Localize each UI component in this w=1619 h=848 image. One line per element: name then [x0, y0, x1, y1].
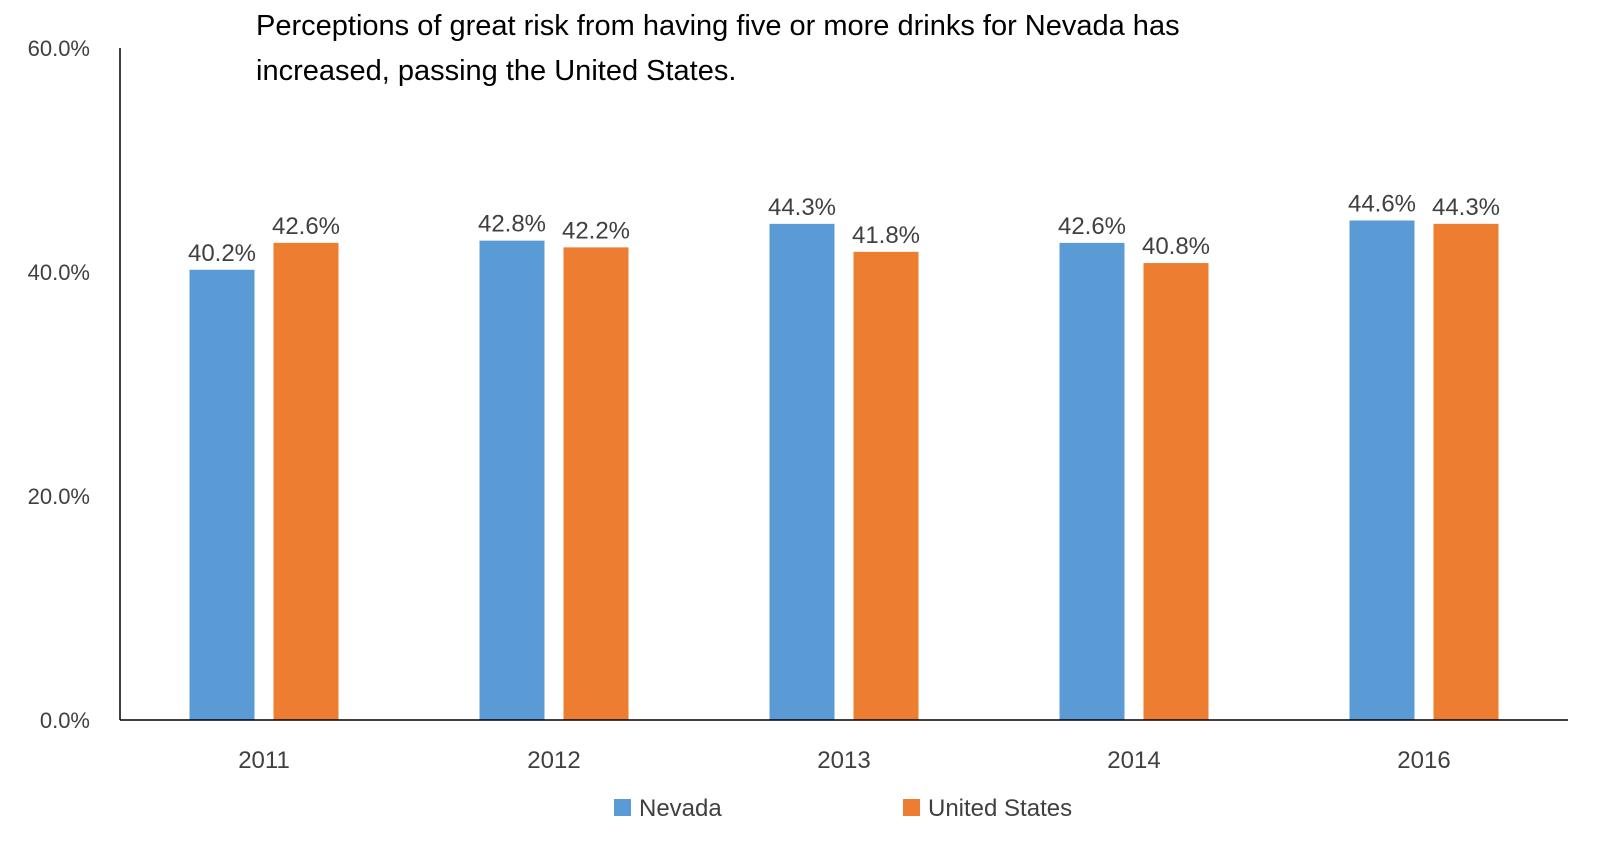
legend-label: United States [928, 795, 1072, 822]
data-label: 44.3% [768, 194, 836, 221]
legend-swatch-united-states [903, 799, 920, 816]
chart-title: Perceptions of great risk from having fi… [256, 10, 1180, 87]
bar-united-states [1433, 223, 1499, 720]
y-tick-label: 40.0% [28, 260, 90, 285]
y-tick-label: 0.0% [40, 708, 90, 733]
y-axis: 0.0% 20.0% 40.0% 60.0% [28, 36, 121, 733]
bar-nevada [1059, 242, 1125, 720]
chart-title-line: increased, passing the United States. [256, 55, 736, 87]
legend-label: Nevada [639, 795, 722, 822]
data-label: 42.6% [272, 213, 340, 240]
bar-nevada [769, 223, 835, 720]
legend: Nevada United States [614, 795, 1072, 822]
bar-united-states [563, 247, 629, 721]
x-tick-label: 2016 [1397, 747, 1450, 774]
x-tick-label: 2011 [238, 747, 290, 774]
bar-united-states [853, 251, 919, 720]
data-label: 41.8% [852, 222, 920, 249]
data-label: 40.8% [1142, 233, 1210, 260]
chart-title-line: Perceptions of great risk from having fi… [256, 10, 1180, 42]
data-label: 42.8% [478, 211, 546, 238]
bar-nevada [1349, 220, 1415, 721]
data-label: 40.2% [188, 240, 256, 267]
x-tick-label: 2013 [817, 747, 870, 774]
data-label: 42.6% [1058, 213, 1126, 240]
y-tick-label: 20.0% [28, 484, 90, 509]
bar-nevada [189, 269, 255, 720]
legend-swatch-nevada [614, 799, 631, 816]
data-label: 44.6% [1348, 190, 1416, 217]
bar-united-states [273, 242, 339, 720]
bar-nevada [479, 240, 545, 720]
data-label: 44.3% [1432, 194, 1500, 221]
x-tick-label: 2014 [1107, 747, 1160, 774]
bar-united-states [1143, 263, 1209, 720]
bars [189, 220, 1499, 721]
data-label: 42.2% [562, 217, 630, 244]
x-axis: 2011 2012 2013 2014 2016 [120, 719, 1568, 774]
y-tick-label: 60.0% [28, 36, 90, 61]
x-tick-label: 2012 [527, 747, 580, 774]
data-labels: 40.2% 42.6% 42.8% 42.2% 44.3% 41.8% 42.6% 40.8%… [188, 190, 1500, 266]
